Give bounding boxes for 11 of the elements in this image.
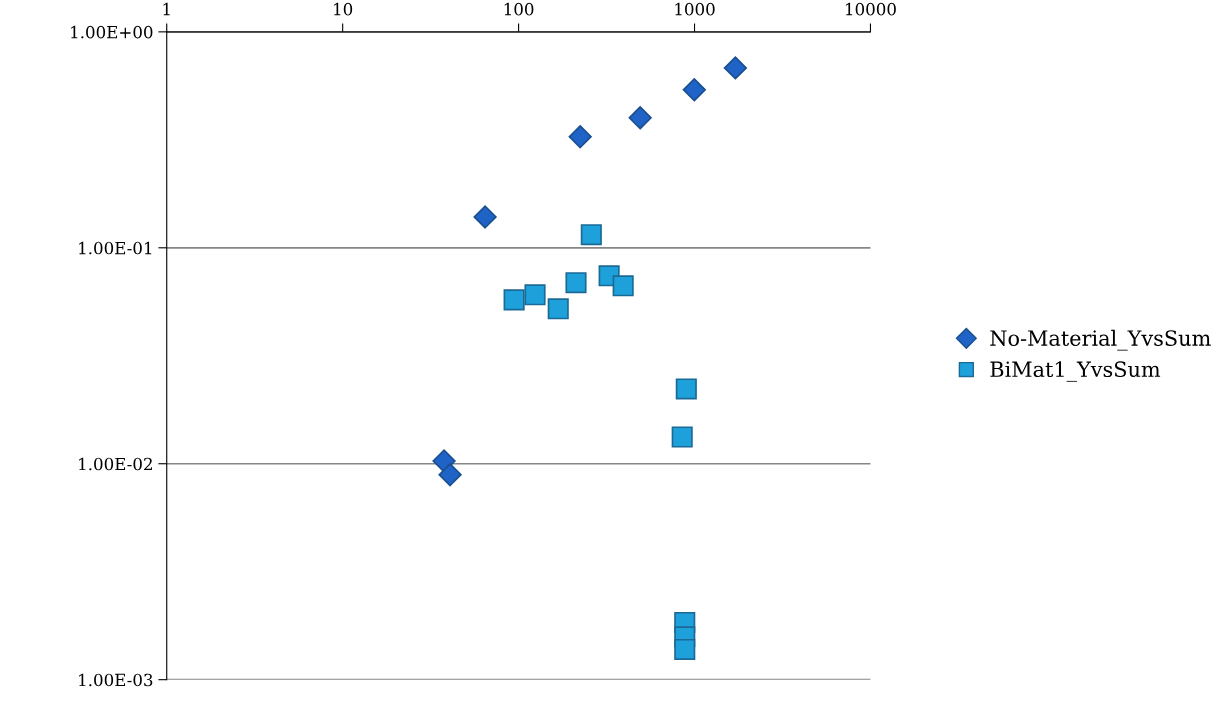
- legend-label: BiMat1_YvsSum: [990, 361, 1161, 382]
- y-tick-label: 1.00E+00: [71, 25, 153, 39]
- y-tick-label: 1.00E-01: [79, 241, 152, 255]
- y-tick-label: 1.00E-03: [79, 673, 153, 687]
- x-tick-label: 1: [163, 2, 170, 16]
- legend-label: No-Material_YvsSum: [990, 329, 1211, 351]
- x-tick-label: 10000: [845, 2, 896, 16]
- x-tick-label: 10: [334, 2, 353, 16]
- x-tick-label: 100: [504, 2, 534, 16]
- x-tick-label: 1000: [675, 2, 715, 16]
- y-tick-label: 1.00E-02: [79, 457, 152, 471]
